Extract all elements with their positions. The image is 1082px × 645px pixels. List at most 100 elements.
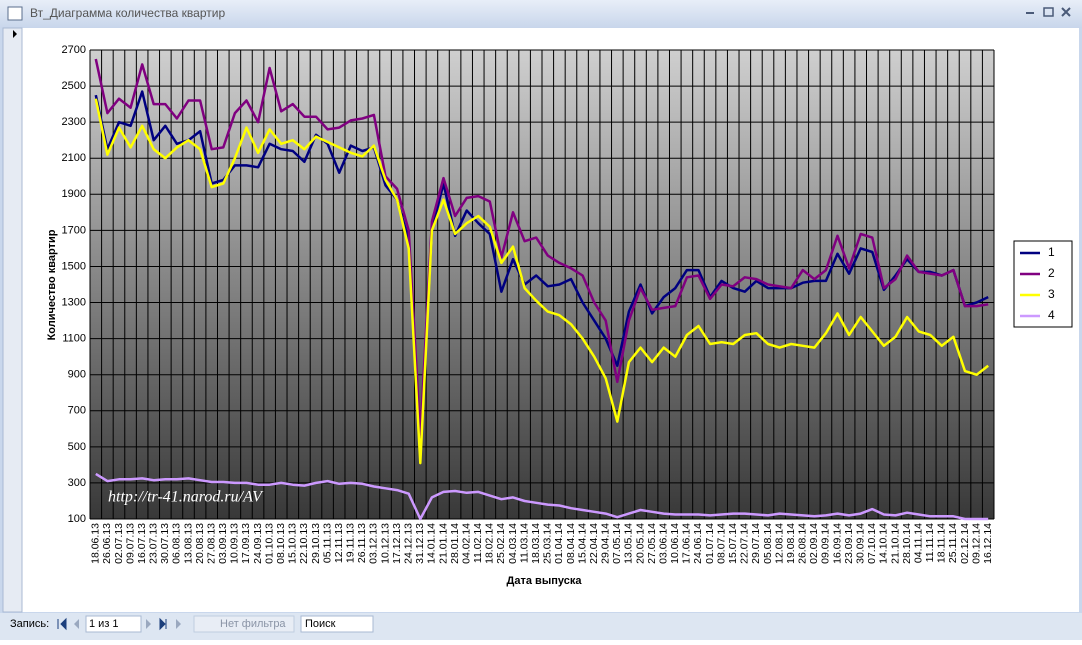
- x-tick-label: 01.04.14: [553, 523, 565, 564]
- minimize-button[interactable]: [1026, 12, 1034, 14]
- x-tick-label: 10.09.13: [229, 523, 241, 564]
- x-tick-label: 29.04.14: [600, 523, 612, 564]
- x-tick-label: 20.08.13: [194, 523, 206, 564]
- x-tick-label: 30.09.14: [854, 523, 866, 564]
- x-axis-label: Дата выпуска: [507, 575, 583, 587]
- x-tick-label: 22.07.14: [739, 523, 751, 564]
- x-tick-label: 15.07.14: [727, 523, 739, 564]
- new-record-button[interactable]: [176, 619, 181, 629]
- x-tick-label: 07.05.14: [611, 523, 623, 564]
- record-selector[interactable]: [2, 27, 23, 613]
- x-tick-label: 18.11.14: [936, 523, 948, 563]
- x-tick-label: 15.04.14: [576, 523, 588, 564]
- x-tick-label: 11.11.14: [924, 523, 936, 562]
- search-box[interactable]: [300, 615, 374, 633]
- record-box[interactable]: [85, 615, 142, 633]
- x-tick-label: 04.02.14: [460, 523, 472, 564]
- search-placeholder: Поиск: [305, 618, 336, 630]
- x-tick-label: 08.07.14: [715, 523, 727, 564]
- close-button[interactable]: [1061, 7, 1071, 17]
- window-title: Вт_Диаграмма количества квартир: [30, 6, 225, 20]
- x-tick-label: 16.07.13: [136, 523, 148, 564]
- x-tick-label: 18.03.14: [530, 523, 542, 564]
- y-tick-label: 1700: [62, 224, 86, 236]
- x-tick-label: 31.12.13: [414, 523, 426, 564]
- last-record-button[interactable]: [159, 617, 167, 631]
- y-tick-label: 300: [68, 477, 86, 489]
- x-tick-label: 18.02.14: [484, 523, 496, 564]
- x-tick-label: 29.07.14: [750, 523, 762, 564]
- x-tick-label: 13.05.14: [623, 523, 635, 564]
- x-tick-label: 20.05.14: [634, 523, 646, 564]
- x-tick-label: 14.10.14: [878, 523, 890, 564]
- x-tick-label: 21.01.14: [437, 523, 449, 564]
- x-tick-label: 16.12.14: [982, 523, 994, 564]
- y-tick-label: 2500: [62, 80, 86, 92]
- y-tick-label: 2700: [62, 44, 86, 56]
- x-tick-label: 11.02.14: [472, 523, 484, 563]
- x-tick-label: 03.09.13: [217, 523, 229, 564]
- x-tick-label: 02.09.14: [808, 523, 820, 564]
- x-tick-label: 09.09.14: [820, 523, 832, 564]
- x-tick-label: 04.03.14: [507, 523, 519, 564]
- status-bar: [0, 613, 1082, 640]
- x-tick-label: 12.11.13: [333, 523, 345, 563]
- x-tick-label: 06.08.13: [171, 523, 183, 564]
- x-tick-label: 05.11.13: [321, 523, 333, 563]
- x-tick-label: 10.06.14: [669, 523, 681, 564]
- legend-label: 1: [1048, 245, 1055, 259]
- x-tick-label: 08.10.13: [275, 523, 287, 564]
- legend-label: 2: [1048, 266, 1055, 280]
- x-tick-label: 10.12.13: [379, 523, 391, 564]
- y-tick-label: 700: [68, 405, 86, 417]
- x-tick-label: 22.04.14: [588, 523, 600, 564]
- x-tick-label: 01.07.14: [704, 523, 716, 564]
- first-record-button[interactable]: [57, 617, 67, 631]
- next-record-button[interactable]: [146, 619, 151, 629]
- x-tick-label: 23.09.14: [843, 523, 855, 564]
- y-tick-label: 1300: [62, 296, 86, 308]
- y-tick-label: 1900: [62, 188, 86, 200]
- x-tick-label: 19.11.13: [345, 523, 357, 563]
- x-tick-label: 13.08.13: [182, 523, 194, 564]
- x-tick-label: 21.10.14: [889, 523, 901, 564]
- x-tick-label: 30.07.13: [159, 523, 171, 564]
- y-tick-label: 1500: [62, 260, 86, 272]
- x-tick-label: 28.01.14: [449, 523, 461, 564]
- y-axis-label: Количество квартир: [46, 229, 58, 340]
- y-tick-label: 900: [68, 369, 86, 381]
- series-line: [95, 472, 989, 521]
- x-tick-label: 26.08.14: [797, 523, 809, 564]
- x-tick-label: 05.08.14: [762, 523, 774, 564]
- x-tick-label: 11.03.14: [518, 523, 530, 563]
- x-tick-label: 14.01.14: [426, 523, 438, 564]
- x-tick-label: 27.05.14: [646, 523, 658, 564]
- record-label: Запись:: [10, 618, 49, 630]
- x-tick-label: 25.02.14: [495, 523, 507, 564]
- x-tick-label: 09.07.13: [124, 523, 136, 564]
- prev-record-button[interactable]: [74, 619, 79, 629]
- x-tick-label: 17.09.13: [240, 523, 252, 564]
- x-tick-label: 24.09.13: [252, 523, 264, 564]
- x-tick-label: 19.08.14: [785, 523, 797, 564]
- x-tick-label: 24.06.14: [692, 523, 704, 564]
- x-tick-label: 22.10.13: [298, 523, 310, 564]
- maximize-button[interactable]: [1043, 7, 1054, 17]
- x-tick-label: 24.12.13: [402, 523, 414, 564]
- record-position: 1 из 1: [89, 618, 119, 630]
- x-tick-label: 02.07.13: [113, 523, 125, 564]
- watermark: http://tr-41.narod.ru/AV: [108, 489, 264, 506]
- x-tick-label: 02.12.14: [959, 523, 971, 564]
- x-tick-label: 03.12.13: [368, 523, 380, 564]
- y-tick-label: 1100: [62, 333, 86, 345]
- x-tick-label: 25.03.14: [542, 523, 554, 564]
- x-tick-label: 03.06.14: [657, 523, 669, 564]
- x-tick-label: 04.11.14: [912, 523, 924, 563]
- legend-label: 3: [1048, 287, 1055, 301]
- filter-status: Нет фильтра: [220, 618, 286, 630]
- series-line: [94, 90, 989, 449]
- filter-button[interactable]: [193, 615, 295, 633]
- x-tick-label: 26.06.13: [101, 523, 113, 564]
